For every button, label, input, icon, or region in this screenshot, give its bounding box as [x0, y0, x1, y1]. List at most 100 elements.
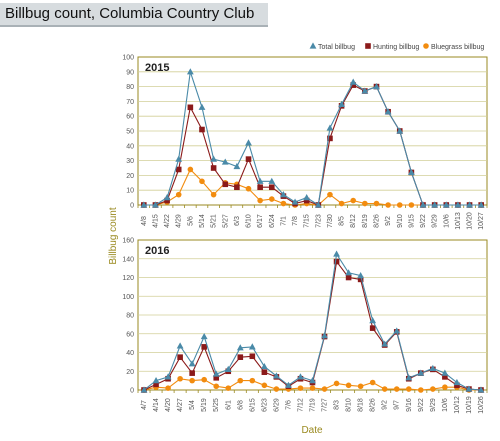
y-tick-label: 140 — [122, 256, 134, 263]
data-point-circle — [333, 380, 340, 387]
x-tick-label: 6/1 — [225, 400, 232, 410]
x-tick-label: 8/19 — [362, 214, 369, 228]
x-tick-label: 5/14 — [199, 214, 206, 228]
data-point-triangle — [280, 191, 287, 198]
x-tick-label: 8/26 — [373, 214, 380, 228]
x-tick-label: 5/25 — [213, 398, 220, 412]
data-point-square — [303, 197, 310, 204]
x-tick-label: 7/30 — [327, 214, 334, 228]
x-tick-label: 9/16 — [406, 398, 413, 412]
panel-2016: 0 20 40 60 80 100 120 140 160 4/7 4/14 4/20 4/27 5/4 5… — [122, 238, 488, 414]
data-point-triangle — [384, 108, 392, 115]
data-point-triangle — [221, 158, 229, 165]
data-point-circle — [187, 166, 194, 173]
x-tick-label: 5/19 — [201, 398, 208, 412]
x-tick-label: 7/8 — [292, 216, 299, 226]
data-point-triangle — [361, 87, 369, 94]
data-point-circle — [373, 200, 380, 207]
x-axis-label: Date — [301, 425, 323, 436]
x-tick-label: 10/19 — [466, 396, 473, 414]
legend-label: Bluegrass billbug — [431, 44, 484, 51]
data-point-triangle — [417, 369, 425, 376]
data-point-circle — [268, 196, 275, 202]
x-tick-label: 10/20 — [467, 212, 474, 230]
x-tick-label: 7/27 — [322, 398, 329, 412]
x-tick-label: 7/6 — [285, 400, 292, 410]
data-point-triangle — [176, 342, 184, 349]
data-point-triangle — [272, 372, 280, 379]
data-point-triangle — [186, 68, 194, 75]
x-tick-label: 10/6 — [442, 398, 449, 412]
y-axis-label: Billbug count — [108, 207, 119, 264]
data-point-square — [234, 184, 240, 191]
data-point-triangle — [164, 373, 172, 380]
data-point-circle — [257, 197, 263, 204]
data-point-square — [164, 197, 170, 204]
legend-label: Hunting billbug — [373, 44, 419, 51]
data-point-square — [261, 369, 268, 375]
legend-marker-square — [365, 43, 371, 49]
data-point-circle — [405, 386, 412, 392]
data-point-square — [222, 181, 229, 188]
x-tick-label: 10/26 — [478, 396, 485, 414]
data-point-circle — [369, 379, 376, 386]
data-point-triangle — [369, 317, 377, 324]
data-point-circle — [357, 383, 364, 390]
panel-year-label: 2015 — [145, 62, 169, 74]
x-tick-label: 9/2 — [382, 400, 389, 410]
y-tick-label: 70 — [126, 99, 134, 106]
legend-item: Total billbug — [309, 42, 355, 51]
data-point-triangle — [333, 250, 340, 257]
x-tick-label: 8/18 — [358, 398, 365, 412]
y-tick-label: 60 — [126, 331, 134, 338]
data-point-square — [369, 325, 376, 331]
data-point-square — [357, 276, 364, 283]
y-tick-label: 20 — [126, 173, 134, 180]
data-point-square — [442, 374, 448, 380]
chart-legend: Total billbug Hunting billbug Bluegrass bi… — [309, 42, 484, 51]
y-tick-label: 80 — [126, 313, 134, 320]
data-point-circle — [381, 386, 388, 392]
data-point-circle — [321, 386, 328, 392]
data-point-triangle — [477, 386, 485, 393]
data-point-triangle — [338, 100, 345, 107]
data-point-circle — [338, 200, 345, 207]
x-tick-label: 6/8 — [237, 400, 244, 410]
data-point-triangle — [297, 373, 304, 380]
y-tick-label: 90 — [126, 69, 134, 76]
data-point-triangle — [152, 201, 159, 208]
x-tick-label: 7/12 — [297, 398, 304, 412]
x-tick-label: 4/27 — [177, 398, 184, 412]
data-point-triangle — [465, 385, 473, 392]
panel-2015: 0 10 20 30 40 50 60 70 80 90 100 4/8 4/15 4/22 4/29 5/6… — [122, 55, 488, 230]
data-point-triangle — [314, 201, 322, 208]
data-point-square — [245, 156, 252, 162]
x-tick-label: 7/1 — [280, 216, 287, 226]
y-tick-label: 20 — [126, 369, 134, 376]
y-tick-label: 0 — [130, 203, 134, 210]
data-point-circle — [442, 384, 448, 390]
x-tick-label: 9/2 — [385, 216, 392, 226]
x-tick-label: 4/7 — [141, 400, 148, 410]
data-point-triangle — [285, 381, 292, 388]
data-point-circle — [327, 191, 333, 198]
data-point-triangle — [466, 201, 473, 208]
data-point-triangle — [442, 201, 450, 208]
data-point-triangle — [326, 124, 334, 131]
data-point-circle — [408, 202, 415, 208]
data-point-triangle — [198, 103, 206, 110]
data-point-triangle — [224, 365, 232, 372]
legend-marker-circle — [423, 43, 429, 49]
y-tick-label: 160 — [122, 238, 134, 245]
y-tick-label: 80 — [126, 84, 134, 91]
legend-label: Total billbug — [318, 44, 355, 51]
data-point-triangle — [373, 83, 380, 90]
y-tick-label: 100 — [122, 294, 134, 301]
data-point-triangle — [303, 194, 311, 201]
x-tick-label: 9/22 — [420, 214, 427, 228]
data-point-circle — [189, 377, 195, 384]
x-tick-label: 4/15 — [152, 214, 159, 228]
data-point-triangle — [291, 198, 299, 205]
x-tick-label: 8/26 — [370, 398, 377, 412]
data-point-triangle — [212, 370, 220, 377]
